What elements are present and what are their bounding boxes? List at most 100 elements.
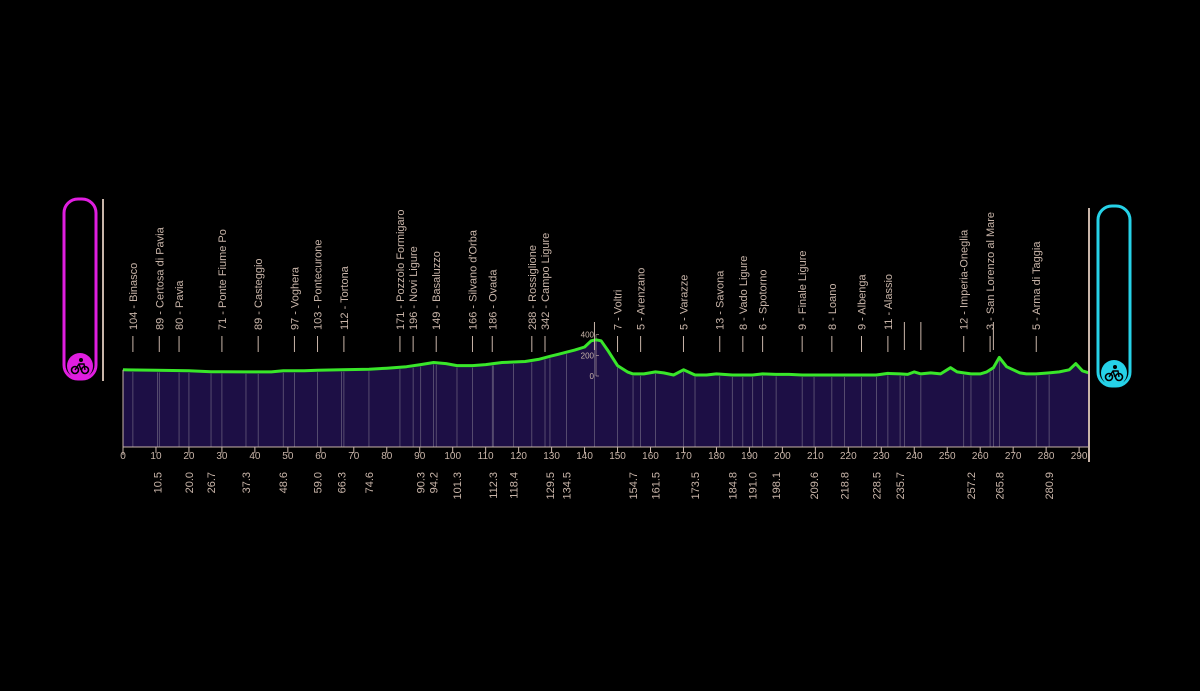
place-label: 13 - Savona [715, 270, 727, 330]
profile-line-layer [122, 338, 1090, 377]
place-label: 89 - Casteggio [253, 258, 265, 330]
km-label: 235.7 [895, 472, 907, 500]
place-label: 12 - Imperia-Oneglia [959, 229, 971, 330]
place-label: 11 - Alassio [883, 274, 895, 330]
cyclist-icon [70, 358, 90, 375]
place-label: 5 - Arenzano [636, 268, 648, 330]
km-label: 101.3 [452, 472, 464, 500]
x-tick-label: 20 [183, 451, 195, 462]
x-tick-label: 10 [150, 451, 162, 462]
x-tick-label: 190 [741, 451, 758, 462]
x-tick-label: 120 [510, 451, 527, 462]
top-labels-layer: 104 - Binasco 89 - Certosa di Pavia 80 - P… [128, 210, 1043, 352]
place-label: 5 - Arma di Taggia [1031, 241, 1043, 330]
km-label: 48.6 [278, 472, 290, 493]
x-tick-label: 40 [249, 451, 261, 462]
x-tick-label: 130 [543, 451, 560, 462]
place-label: 9 - Albenga [857, 273, 869, 330]
place-label: 186 - Ovada [487, 269, 499, 330]
x-tick-label: 200 [774, 451, 791, 462]
km-label: 94.2 [429, 472, 441, 493]
km-label: 191.0 [748, 472, 760, 500]
y-axis-layer: 0 200 400 [581, 331, 599, 381]
place-label: 8 - Vado Ligure [738, 256, 750, 330]
km-label: 10.5 [153, 472, 165, 493]
km-label: 218.8 [839, 472, 851, 500]
x-tick-label: 110 [478, 451, 494, 462]
x-tick-label: 280 [1038, 451, 1055, 462]
place-label: 8 - Loano [827, 284, 839, 330]
x-tick-label: 250 [939, 451, 956, 462]
place-label: 97 - Voghera [289, 266, 301, 330]
km-label: 37.3 [241, 472, 253, 493]
x-tick-label: 160 [642, 451, 659, 462]
x-tick-label: 100 [444, 451, 461, 462]
x-tick-label: 150 [609, 451, 626, 462]
km-label: 173.5 [690, 472, 702, 500]
km-label: 129.5 [545, 472, 557, 500]
km-label: 20.0 [184, 472, 196, 493]
km-label: 209.6 [809, 472, 821, 500]
x-tick-label: 210 [807, 451, 824, 462]
start-marker [62, 197, 104, 381]
km-label: 66.3 [337, 472, 349, 493]
place-label: 342 - Campo Ligure [540, 233, 552, 330]
x-axis-layer: 0 10 20 30 40 50 60 70 80 90 100 110 120 130 140 150 160… [120, 369, 1089, 462]
x-tick-label: 70 [348, 451, 360, 462]
km-label: 184.8 [727, 472, 739, 500]
place-label: 6 - Spotorno [758, 269, 770, 330]
x-tick-label: 240 [906, 451, 923, 462]
bottom-labels-layer: 10.5 20.0 26.7 37.3 48.6 59.0 66.3 74.6 90.3 94.2… [153, 472, 1056, 500]
km-label: 228.5 [871, 472, 883, 500]
x-tick-label: 50 [282, 451, 294, 462]
place-label: 7 - Voltri [613, 290, 625, 330]
x-tick-label: 140 [576, 451, 593, 462]
place-label: 80 - Pavia [174, 280, 186, 330]
finish-marker [1088, 204, 1132, 462]
place-label: 196 - Novi Ligure [408, 246, 420, 330]
x-tick-label: 80 [381, 451, 393, 462]
y-tick-label: 200 [581, 351, 595, 360]
place-label: 149 - Basaluzzo [431, 251, 443, 330]
profile-area [123, 339, 1089, 447]
waypoint-lines-layer [132, 342, 1050, 447]
place-label: 171 - Pozzolo Formigaro [395, 210, 407, 330]
x-tick-label: 90 [414, 451, 426, 462]
x-tick-label: 30 [216, 451, 228, 462]
place-label: 5 - Varazze [678, 275, 690, 330]
km-label: 112.3 [488, 472, 500, 499]
km-label: 257.2 [966, 472, 978, 500]
finish-cyclist-icon [1104, 365, 1124, 382]
x-tick-label: 270 [1005, 451, 1022, 462]
x-tick-label: 180 [708, 451, 725, 462]
place-label: 103 - Pontecurone [313, 239, 325, 330]
profile-fill-layer [123, 339, 1089, 447]
km-label: 90.3 [416, 472, 428, 493]
profile-line [122, 338, 1090, 377]
km-label: 161.5 [650, 472, 662, 500]
km-label: 59.0 [313, 472, 325, 493]
km-label: 280.9 [1044, 472, 1056, 500]
x-tick-label: 230 [873, 451, 890, 462]
x-tick-label: 260 [972, 451, 989, 462]
place-label: 288 - Rossiglione [527, 245, 539, 330]
x-tick-label: 170 [675, 451, 692, 462]
km-label: 118.4 [508, 472, 520, 499]
place-label: 112 - Tortona [339, 265, 351, 330]
place-label: 166 - Silvano d'Orba [467, 229, 479, 330]
km-label: 74.6 [364, 472, 376, 493]
y-tick-label: 0 [590, 372, 595, 381]
km-label: 154.7 [628, 472, 640, 500]
x-tick-label: 290 [1071, 451, 1088, 462]
km-label: 265.8 [994, 472, 1006, 500]
x-tick-label: 60 [315, 451, 327, 462]
place-label: 89 - Certosa di Pavia [154, 226, 166, 330]
x-tick-label: 220 [840, 451, 857, 462]
x-tick-label: 0 [120, 451, 126, 462]
place-label: 9 - Finale Ligure [797, 251, 809, 331]
finish-capsule [1096, 204, 1132, 388]
y-tick-label: 400 [581, 331, 595, 340]
km-label: 26.7 [206, 472, 218, 493]
